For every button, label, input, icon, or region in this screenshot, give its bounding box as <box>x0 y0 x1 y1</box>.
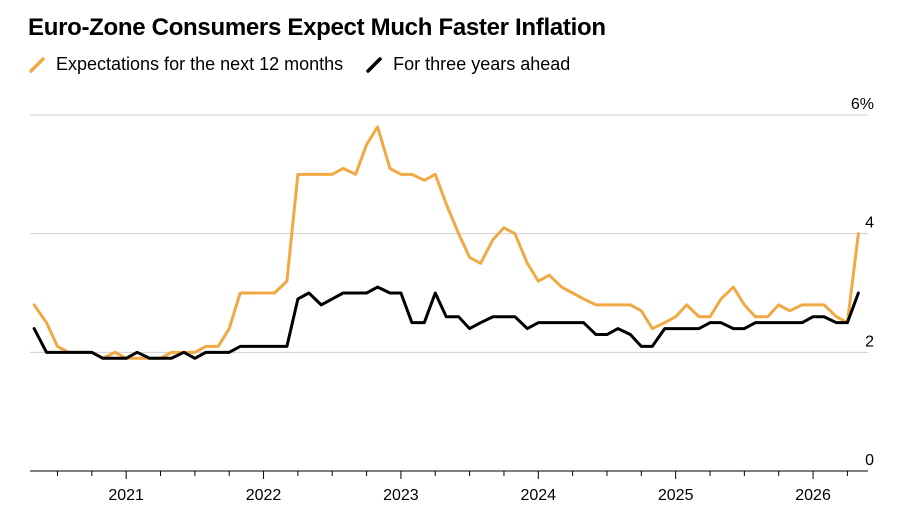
y-tick-label-4: 4 <box>865 215 874 232</box>
legend-label-three-years: For three years ahead <box>393 54 571 74</box>
legend-swatch-three-years <box>366 56 382 73</box>
x-tick-label-2022: 2022 <box>246 487 282 504</box>
legend-swatch-12-months <box>29 56 45 73</box>
y-tick-label-0: 0 <box>865 452 874 469</box>
x-tick-label-2025: 2025 <box>658 487 694 504</box>
legend-label-12-months: Expectations for the next 12 months <box>56 54 344 74</box>
legend-item-12-months: Expectations for the next 12 months <box>28 54 343 75</box>
series-line-12-months <box>32 125 860 360</box>
x-tick-label-2024: 2024 <box>520 487 556 504</box>
y-tick-label-2: 2 <box>865 333 874 350</box>
x-tick-label-2021: 2021 <box>108 487 144 504</box>
x-axis <box>30 470 868 479</box>
x-tick-label-2023: 2023 <box>383 487 419 504</box>
chart-title: Euro-Zone Consumers Expect Much Faster I… <box>28 14 606 41</box>
series-line-three-years <box>32 285 860 360</box>
legend-item-three-years: For three years ahead <box>365 54 570 75</box>
y-tick-label-6: 6% <box>851 96 874 113</box>
tick-labels: 0 2 4 6% 2021 2022 2023 2024 2025 2026 <box>108 96 874 504</box>
legend: Expectations for the next 12 months For … <box>28 54 592 75</box>
series-lines <box>32 125 860 360</box>
x-tick-label-2026: 2026 <box>795 487 831 504</box>
